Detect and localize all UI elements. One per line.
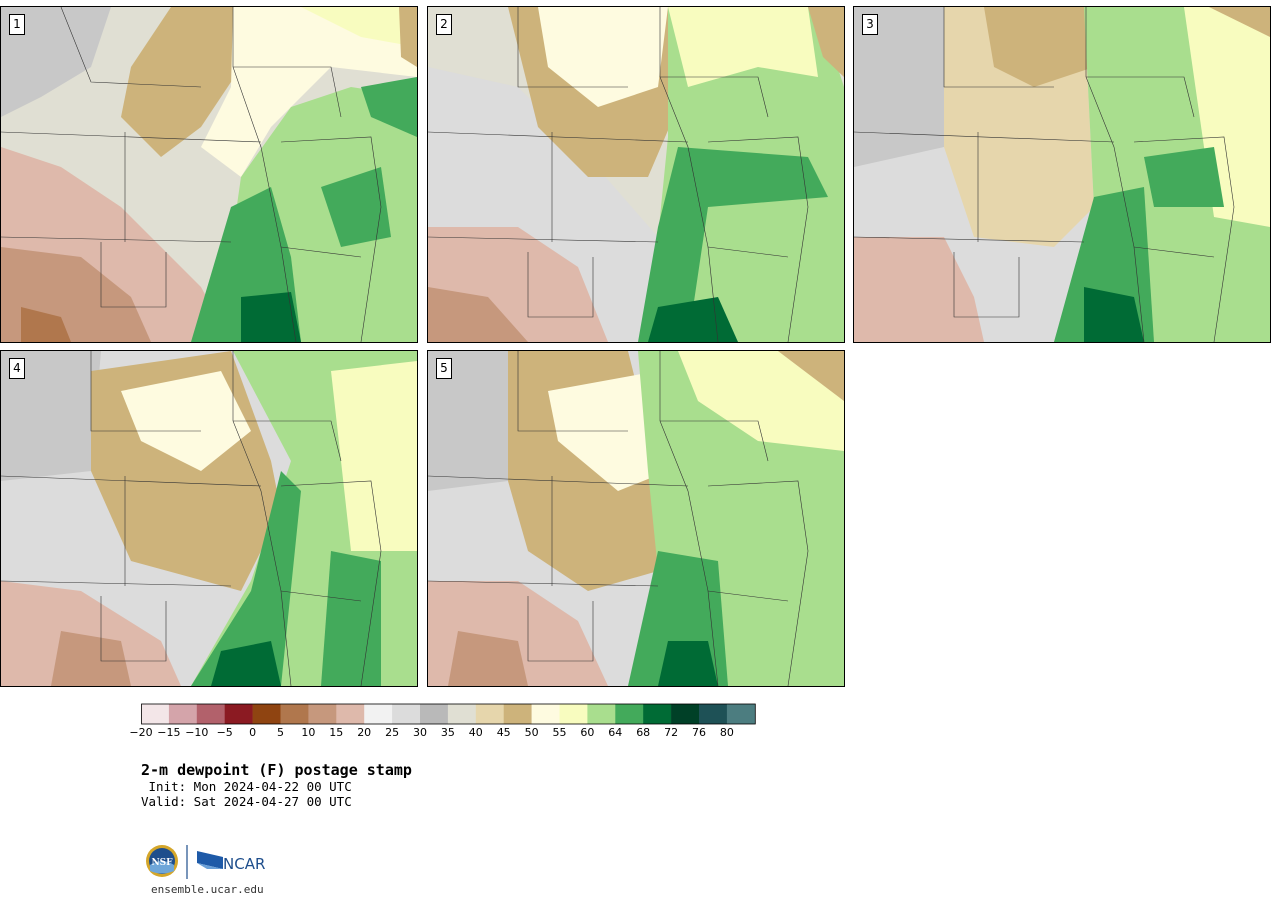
figure-title: 2-m dewpoint (F) postage stamp xyxy=(141,761,412,779)
colorbar-segment xyxy=(615,704,644,724)
panel-number-3: 3 xyxy=(862,14,878,35)
colorbar-segment xyxy=(587,704,616,724)
colorbar-segment xyxy=(531,704,560,724)
colorbar-segment xyxy=(252,704,281,724)
dewpoint-map-4 xyxy=(1,351,417,686)
colorbar-segment xyxy=(280,704,309,724)
dewpoint-map-3 xyxy=(854,7,1270,342)
colorbar-tick-label: 10 xyxy=(301,726,316,739)
website-text: ensemble.ucar.edu xyxy=(151,883,264,896)
colorbar-segment xyxy=(559,704,588,724)
colorbar-tick-label: 20 xyxy=(357,726,372,739)
colorbar-tick-label: −15 xyxy=(157,726,181,739)
ncar-logo-icon: NCAR xyxy=(197,851,265,873)
colorbar-tick-label: −10 xyxy=(185,726,209,739)
colorbar-tick-label: 5 xyxy=(277,726,284,739)
colorbar-tick-label: 60 xyxy=(580,726,595,739)
init-time: Init: Mon 2024-04-22 00 UTC xyxy=(141,779,352,794)
colorbar-tick-label: 35 xyxy=(440,726,455,739)
colorbar-segment xyxy=(475,704,504,724)
colorbar-tick-label: 72 xyxy=(664,726,679,739)
panel-number-2: 2 xyxy=(436,14,452,35)
colorbar-tick-label: 50 xyxy=(524,726,539,739)
dewpoint-map-2 xyxy=(428,7,844,342)
colorbar-segment xyxy=(503,704,532,724)
colorbar-tick-label: −5 xyxy=(216,726,233,739)
colorbar-segment xyxy=(447,704,477,724)
panel-number-5: 5 xyxy=(436,358,452,379)
map-panel-5: 5 xyxy=(427,350,845,687)
colorbar-tick-label: 0 xyxy=(249,726,257,739)
colorbar-tick-label: 25 xyxy=(385,726,400,739)
colorbar-tick-label: 40 xyxy=(468,726,483,739)
colorbar-segment xyxy=(196,704,225,724)
colorbar-tick-label: −20 xyxy=(129,726,153,739)
colorbar-segment xyxy=(392,704,421,724)
dewpoint-map-5 xyxy=(428,351,844,686)
colorbar-segment xyxy=(643,704,672,724)
colorbar-tick-label: 80 xyxy=(719,726,734,739)
nsf-logo-icon: NSF xyxy=(146,845,178,877)
colorbar-segment xyxy=(420,704,449,724)
ncar-logo-text: NCAR xyxy=(223,855,265,873)
colorbar-segment xyxy=(336,704,365,724)
colorbar-tick-label: 68 xyxy=(636,726,651,739)
dewpoint-map-1 xyxy=(1,7,417,342)
colorbar-segment xyxy=(699,704,728,724)
map-panel-2: 2 xyxy=(427,6,845,343)
colorbar-tick-label: 15 xyxy=(329,726,344,739)
colorbar-tick-label: 64 xyxy=(608,726,623,739)
logos: NSF NCAR xyxy=(146,845,265,879)
colorbar-tick-label: 45 xyxy=(496,726,511,739)
map-panel-1: 1 xyxy=(0,6,418,343)
panel-number-4: 4 xyxy=(9,358,25,379)
map-panel-4: 4 xyxy=(0,350,418,687)
colorbar-ticks: −20 −15 −10 −5 0 5 10 15 20 25 30 35 40 45 50 55 60 64 68 7… xyxy=(129,726,781,742)
panel-number-1: 1 xyxy=(9,14,25,35)
colorbar-tick-label: 30 xyxy=(413,726,427,739)
colorbar-segment xyxy=(671,704,700,724)
colorbar xyxy=(141,703,756,725)
colorbar-tick-label: 55 xyxy=(552,726,567,739)
colorbar-segment xyxy=(141,704,170,724)
map-panel-3: 3 xyxy=(853,6,1271,343)
colorbar-tick-label: 76 xyxy=(692,726,706,739)
colorbar-segment xyxy=(364,704,393,724)
valid-time: Valid: Sat 2024-04-27 00 UTC xyxy=(141,794,352,809)
nsf-logo-text: NSF xyxy=(151,858,173,868)
colorbar-segment xyxy=(726,704,756,724)
colorbar-segment xyxy=(308,704,337,724)
colorbar-segment xyxy=(224,704,253,724)
colorbar-segment xyxy=(168,704,198,724)
